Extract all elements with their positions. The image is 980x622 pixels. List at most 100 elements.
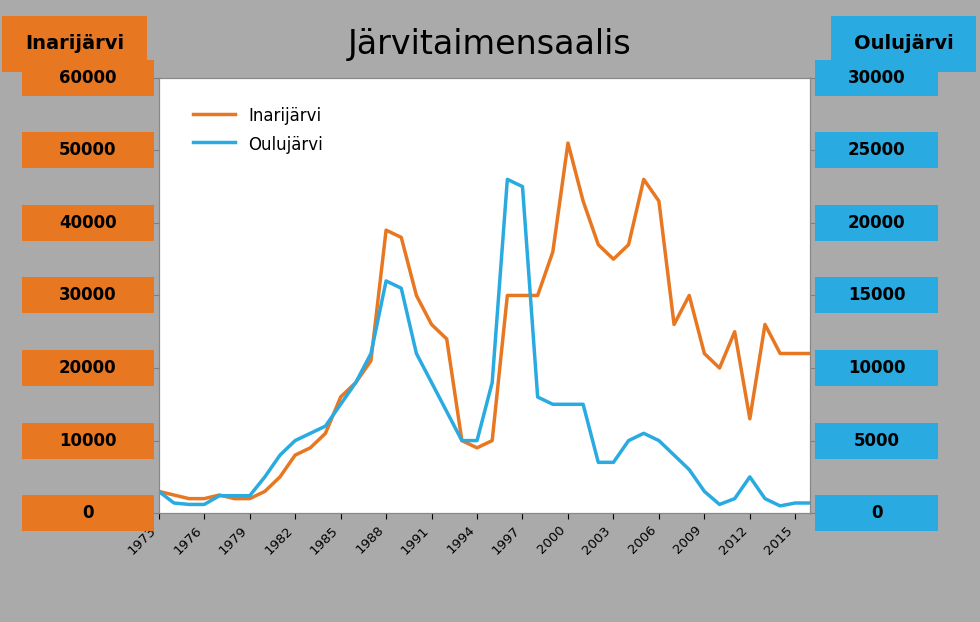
Oulujärvi <box>563 401 574 408</box>
Inarijärvi <box>259 488 270 495</box>
Oulujärvi <box>729 495 741 503</box>
Oulujärvi <box>516 183 528 190</box>
Oulujärvi <box>638 430 650 437</box>
Oulujärvi <box>668 452 680 459</box>
Inarijärvi <box>502 292 514 299</box>
Inarijärvi <box>471 444 483 452</box>
Inarijärvi <box>335 393 347 401</box>
Text: 0: 0 <box>82 504 93 522</box>
Inarijärvi <box>774 350 786 357</box>
Oulujärvi <box>411 350 422 357</box>
Inarijärvi <box>638 175 650 183</box>
Oulujärvi <box>592 458 604 466</box>
Inarijärvi <box>622 241 634 248</box>
Inarijärvi <box>425 321 437 328</box>
Inarijärvi <box>744 415 756 422</box>
Oulujärvi <box>198 501 210 508</box>
Inarijärvi <box>153 488 165 495</box>
Oulujärvi <box>683 466 695 473</box>
Oulujärvi <box>622 437 634 444</box>
Inarijärvi <box>577 197 589 205</box>
Text: Inarijärvi: Inarijärvi <box>24 34 124 53</box>
Oulujärvi <box>395 284 407 292</box>
Oulujärvi <box>608 458 619 466</box>
Inarijärvi <box>366 357 377 364</box>
Inarijärvi <box>608 256 619 263</box>
Inarijärvi <box>214 491 225 499</box>
Inarijärvi <box>713 364 725 372</box>
Oulujärvi <box>774 502 786 509</box>
Oulujärvi <box>441 408 453 415</box>
Oulujärvi <box>532 393 544 401</box>
Inarijärvi <box>183 495 195 503</box>
Text: 30000: 30000 <box>848 69 906 86</box>
Text: 50000: 50000 <box>59 141 117 159</box>
Inarijärvi <box>547 248 559 256</box>
Text: Järvitaimensaalis: Järvitaimensaalis <box>348 28 632 61</box>
Inarijärvi <box>319 430 331 437</box>
Text: 20000: 20000 <box>848 214 906 232</box>
Oulujärvi <box>790 499 802 507</box>
Oulujärvi <box>214 492 225 499</box>
Text: 0: 0 <box>871 504 882 522</box>
Inarijärvi <box>380 226 392 234</box>
Oulujärvi <box>153 488 165 495</box>
Inarijärvi <box>289 452 301 459</box>
Inarijärvi <box>168 491 179 499</box>
Legend: Inarijärvi, Oulujärvi: Inarijärvi, Oulujärvi <box>186 99 329 162</box>
Text: 25000: 25000 <box>848 141 906 159</box>
Inarijärvi <box>198 495 210 503</box>
Inarijärvi <box>350 379 362 386</box>
Text: 20000: 20000 <box>59 359 117 377</box>
Inarijärvi <box>683 292 695 299</box>
Inarijärvi <box>729 328 741 335</box>
Oulujärvi <box>744 473 756 481</box>
Oulujärvi <box>547 401 559 408</box>
Line: Inarijärvi: Inarijärvi <box>159 143 810 499</box>
Oulujärvi <box>168 499 179 507</box>
Oulujärvi <box>228 492 240 499</box>
Oulujärvi <box>471 437 483 444</box>
Inarijärvi <box>532 292 544 299</box>
Inarijärvi <box>699 350 710 357</box>
Oulujärvi <box>760 495 771 503</box>
Text: 10000: 10000 <box>848 359 906 377</box>
Oulujärvi <box>244 492 256 499</box>
Inarijärvi <box>563 139 574 147</box>
Inarijärvi <box>274 473 286 481</box>
Oulujärvi <box>183 501 195 508</box>
Inarijärvi <box>244 495 256 503</box>
Inarijärvi <box>790 350 802 357</box>
Inarijärvi <box>486 437 498 444</box>
Inarijärvi <box>305 444 317 452</box>
Oulujärvi <box>577 401 589 408</box>
Inarijärvi <box>760 321 771 328</box>
Text: 30000: 30000 <box>59 287 117 304</box>
Oulujärvi <box>380 277 392 285</box>
Text: 5000: 5000 <box>854 432 900 450</box>
Oulujärvi <box>366 350 377 357</box>
Oulujärvi <box>274 452 286 459</box>
Line: Oulujärvi: Oulujärvi <box>159 179 810 506</box>
Text: 15000: 15000 <box>848 287 906 304</box>
Text: 60000: 60000 <box>59 69 117 86</box>
Inarijärvi <box>395 234 407 241</box>
Inarijärvi <box>653 197 664 205</box>
Oulujärvi <box>502 175 514 183</box>
Inarijärvi <box>805 350 816 357</box>
Oulujärvi <box>319 422 331 430</box>
Oulujärvi <box>653 437 664 444</box>
Text: 10000: 10000 <box>59 432 117 450</box>
Inarijärvi <box>411 292 422 299</box>
Oulujärvi <box>713 501 725 508</box>
Oulujärvi <box>456 437 467 444</box>
Inarijärvi <box>592 241 604 248</box>
Oulujärvi <box>350 379 362 386</box>
Inarijärvi <box>668 321 680 328</box>
Inarijärvi <box>516 292 528 299</box>
Oulujärvi <box>699 488 710 495</box>
Inarijärvi <box>441 335 453 343</box>
Oulujärvi <box>805 499 816 507</box>
Inarijärvi <box>456 437 467 444</box>
Oulujärvi <box>425 379 437 386</box>
